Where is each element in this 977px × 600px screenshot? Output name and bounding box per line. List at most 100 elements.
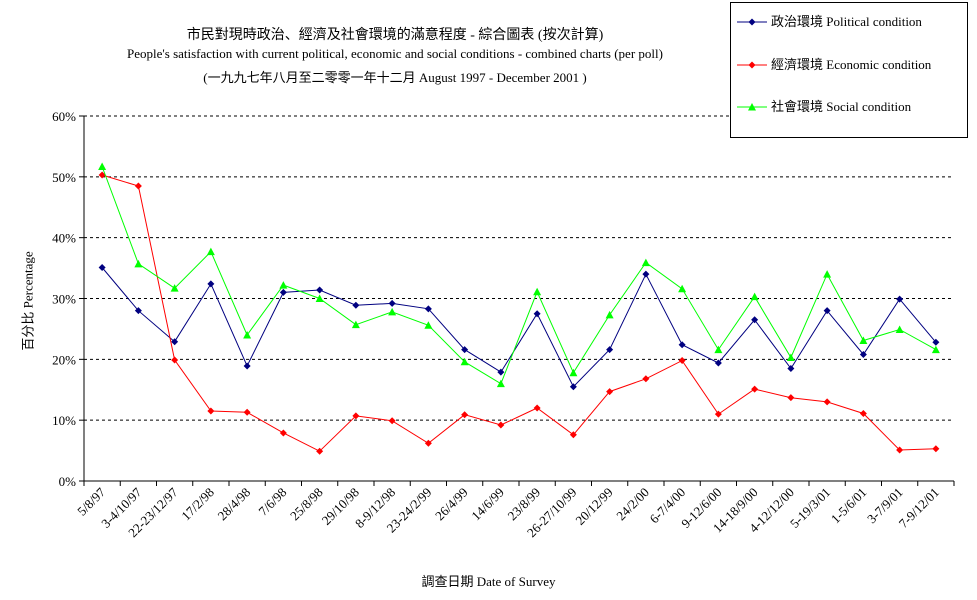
- data-point-political: [352, 301, 360, 309]
- series-line-economic: [101, 174, 936, 452]
- legend-label-social: 社會環境 Social condition: [771, 99, 912, 114]
- data-point-economic: [424, 439, 432, 447]
- data-point-political: [823, 307, 831, 315]
- data-point-political: [859, 350, 867, 358]
- y-tick-label: 10%: [52, 413, 76, 428]
- data-point-political: [569, 383, 577, 391]
- x-tick-label: 5/8/97: [74, 484, 108, 518]
- data-point-social: [533, 287, 542, 296]
- data-point-social: [134, 259, 143, 268]
- chart-subtitle: People's satisfaction with current polit…: [127, 46, 663, 61]
- data-point-social: [315, 294, 324, 302]
- data-point-political: [497, 368, 505, 376]
- data-point-political: [171, 338, 179, 346]
- data-point-economic: [171, 356, 179, 364]
- data-point-political: [98, 263, 106, 271]
- data-point-political: [714, 359, 722, 367]
- data-point-political: [461, 346, 469, 354]
- y-tick-label: 30%: [52, 292, 76, 307]
- data-point-economic: [932, 445, 940, 453]
- legend-label-economic: 經濟環境 Economic condition: [771, 57, 932, 72]
- data-point-political: [279, 288, 287, 296]
- chart-legend: 政治環境 Political condition 經濟環境 Economic c…: [730, 2, 968, 138]
- data-point-social: [823, 270, 832, 278]
- data-point-economic: [787, 394, 795, 402]
- data-point-social: [714, 345, 723, 354]
- data-point-social: [895, 325, 904, 334]
- data-point-economic: [98, 171, 106, 179]
- y-tick-label: 0%: [59, 474, 77, 489]
- data-point-social: [605, 310, 614, 319]
- data-point-political: [606, 346, 614, 354]
- data-point-political: [678, 341, 686, 349]
- data-point-economic: [243, 408, 251, 416]
- x-tick-label: 14/6/99: [468, 485, 507, 524]
- data-point-economic: [714, 410, 722, 418]
- data-point-social: [859, 336, 868, 344]
- legend-marker-economic: [737, 61, 767, 69]
- data-point-social: [460, 357, 469, 366]
- data-point-economic: [533, 404, 541, 412]
- data-point-economic: [606, 388, 614, 396]
- data-point-social: [678, 284, 687, 293]
- data-point-social: [569, 368, 578, 377]
- data-point-economic: [642, 375, 650, 383]
- data-point-economic: [859, 409, 867, 417]
- data-point-economic: [207, 407, 215, 415]
- data-point-economic: [896, 446, 904, 454]
- data-point-social: [351, 320, 360, 329]
- data-point-social: [279, 281, 288, 289]
- x-tick-label: 24/2/00: [613, 485, 652, 524]
- x-tick-label: 26/4/99: [432, 485, 471, 524]
- data-point-social: [206, 247, 215, 256]
- data-point-social: [496, 379, 505, 388]
- x-tick-label: 5-19/3/01: [787, 485, 833, 531]
- data-point-economic: [678, 357, 686, 365]
- data-point-economic: [134, 182, 142, 190]
- data-point-political: [533, 310, 541, 318]
- y-tick-label: 20%: [52, 352, 76, 367]
- x-tick-label: 17/2/98: [178, 485, 217, 524]
- legend-marker-social: [737, 103, 767, 111]
- data-point-political: [896, 295, 904, 303]
- data-point-economic: [388, 417, 396, 425]
- x-tick-label: 28/4/98: [215, 485, 254, 524]
- data-point-economic: [751, 385, 759, 393]
- data-point-political: [642, 270, 650, 278]
- data-point-economic: [352, 412, 360, 420]
- legend-marker-political: [737, 18, 767, 26]
- x-tick-label: 7-9/12/01: [896, 485, 942, 531]
- data-point-social: [243, 331, 252, 339]
- data-point-political: [134, 307, 142, 315]
- y-tick-label: 40%: [52, 231, 76, 246]
- x-tick-label: 20/12/99: [572, 485, 615, 528]
- data-point-economic: [823, 398, 831, 406]
- y-axis-title: 百分比 Percentage: [20, 251, 36, 351]
- series-line-political: [101, 267, 937, 388]
- x-tick-label: 7/6/98: [255, 485, 289, 519]
- data-point-political: [316, 286, 324, 294]
- data-point-economic: [461, 411, 469, 419]
- data-point-social: [98, 162, 107, 170]
- x-tick-label: 1-5/6/01: [828, 485, 870, 527]
- y-tick-label: 60%: [52, 109, 76, 124]
- data-point-economic: [569, 431, 577, 439]
- series-line-social: [101, 166, 937, 385]
- data-point-political: [388, 299, 396, 307]
- legend-label-political: 政治環境 Political condition: [771, 14, 922, 29]
- chart-title: 市民對現時政治、經濟及社會環境的滿意程度 - 綜合圖表 (按次計算): [186, 28, 604, 43]
- data-point-political: [424, 305, 432, 313]
- data-point-political: [751, 316, 759, 324]
- data-point-social: [424, 321, 433, 329]
- data-point-social: [170, 284, 179, 292]
- data-point-economic: [316, 447, 324, 455]
- data-point-economic: [497, 421, 505, 429]
- data-point-social: [750, 292, 759, 301]
- chart-date-range: (一九九七年八月至二零零一年十二月 August 1997 - December…: [203, 70, 587, 85]
- data-point-social: [388, 307, 397, 316]
- data-point-social: [786, 353, 795, 362]
- data-point-economic: [279, 429, 287, 437]
- x-axis-title: 調查日期 Date of Survey: [421, 574, 556, 589]
- data-point-political: [787, 364, 795, 372]
